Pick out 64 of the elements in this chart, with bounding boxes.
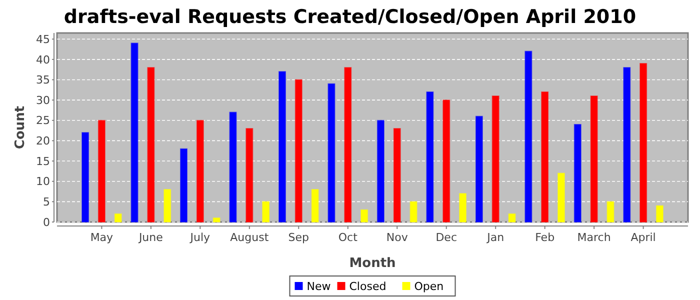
bar [278, 71, 286, 222]
legend-label: New [306, 280, 331, 293]
y-tick-label: 20 [36, 134, 50, 148]
x-tick-label: Jan [486, 231, 504, 244]
legend-label: Closed [349, 280, 386, 293]
legend-label: Open [414, 280, 444, 293]
bar [606, 201, 614, 222]
y-axis-title: Count [13, 106, 28, 150]
x-tick-label: April [630, 231, 656, 244]
bar [82, 132, 90, 222]
bar [212, 217, 220, 222]
x-tick-label: Feb [535, 231, 555, 244]
bar [393, 128, 401, 222]
x-tick-label: August [230, 231, 270, 244]
bar [328, 83, 336, 222]
x-tick-label: Sep [288, 231, 310, 244]
x-tick-label: Oct [338, 231, 358, 244]
bar [524, 50, 532, 222]
bar [98, 120, 106, 222]
bar [196, 120, 204, 222]
bar [574, 124, 582, 222]
bar [229, 112, 237, 222]
bar [164, 188, 172, 222]
bar [114, 213, 122, 222]
bar [344, 67, 352, 222]
y-tick-label: 45 [36, 32, 50, 46]
y-tick-label: 35 [36, 74, 50, 87]
y-tick-label: 30 [36, 94, 50, 107]
bar [640, 62, 648, 222]
bar [180, 148, 188, 222]
bar [311, 188, 319, 222]
x-tick-label: Nov [386, 231, 408, 244]
bar [590, 96, 598, 222]
bar [541, 91, 549, 222]
bar [426, 91, 434, 222]
bar [147, 67, 155, 222]
bar [360, 209, 368, 222]
y-tick-label: 25 [36, 114, 50, 128]
x-tick-label: Dec [436, 231, 458, 244]
bar [294, 79, 302, 222]
x-tick-label: May [90, 231, 114, 244]
x-tick-label: March [577, 231, 611, 244]
bar [656, 205, 664, 222]
x-tick-label: July [189, 231, 211, 244]
bar [557, 172, 566, 222]
y-tick-label: 10 [36, 175, 50, 188]
chart-title: drafts-eval Requests Created/Closed/Open April 2010 [64, 6, 636, 28]
bar [410, 201, 418, 222]
bar [376, 120, 384, 222]
bar [130, 42, 138, 222]
bar [458, 193, 467, 222]
bar [442, 100, 450, 222]
bar [246, 128, 254, 222]
bar [508, 213, 516, 222]
bar [623, 67, 631, 222]
y-tick-label: 5 [43, 196, 50, 209]
bar [262, 201, 270, 222]
bar [475, 116, 483, 222]
y-tick-label: 0 [43, 216, 50, 229]
y-tick-label: 15 [36, 154, 50, 168]
y-tick-label: 40 [36, 53, 50, 66]
bar [492, 96, 500, 222]
x-tick-label: June [138, 231, 164, 244]
x-axis-title: Month [349, 256, 396, 271]
